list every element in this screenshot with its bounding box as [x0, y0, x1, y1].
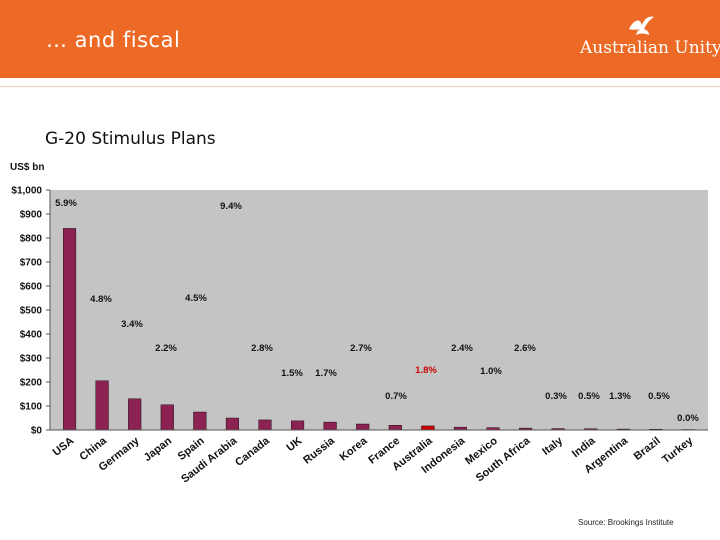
y-tick-label: $900: [20, 210, 43, 221]
pct-of-gdp-label: 0.7%: [385, 391, 407, 402]
y-tick-label: $700: [20, 258, 43, 269]
x-tick-label: Japan: [142, 435, 175, 464]
bar-japan: [160, 404, 174, 431]
y-tick-label: $100: [20, 402, 43, 413]
x-tick-label: Korea: [338, 434, 371, 463]
x-tick-label: Brazil: [632, 435, 663, 463]
bar-russia: [323, 421, 337, 431]
pct-of-gdp-label: 0.3%: [545, 391, 567, 402]
logo-text: Australian Unity: [580, 38, 720, 58]
pct-of-gdp-label: 1.8%: [415, 365, 437, 376]
pct-of-gdp-label: 2.7%: [350, 343, 372, 354]
y-axis-unit-label: US$ bn: [10, 162, 45, 173]
x-tick-label: Russia: [301, 434, 338, 466]
bar-china: [95, 380, 109, 431]
pct-of-gdp-label: 4.5%: [185, 293, 207, 304]
y-tick-label: $300: [20, 354, 43, 365]
header-bar: … and fiscal Australian Unity: [0, 0, 720, 78]
y-tick-label: $0: [31, 426, 43, 437]
bar-france: [388, 424, 402, 431]
x-tick-label: Canada: [233, 434, 272, 468]
dove-icon: [629, 16, 654, 35]
pct-of-gdp-label: 1.7%: [315, 368, 337, 379]
pct-of-gdp-label: 1.5%: [281, 368, 303, 379]
pct-of-gdp-label: 1.3%: [609, 391, 631, 402]
plot-area: [50, 190, 708, 430]
pct-of-gdp-label: 3.4%: [121, 319, 143, 330]
bar-uk: [291, 420, 305, 431]
bar-usa: [62, 228, 77, 431]
bar-germany: [128, 398, 142, 431]
x-tick-label: USA: [51, 435, 77, 459]
y-tick-label: $1,000: [11, 186, 42, 197]
stimulus-bar-chart: $0 $100 $200 $300 $400 $500 $600 $700 $800 $900 $1…: [11, 186, 708, 486]
pct-of-gdp-label: 0.5%: [578, 391, 600, 402]
y-tick-label: $200: [20, 378, 43, 389]
y-tick-label: $600: [20, 282, 43, 293]
pct-of-gdp-label: 2.8%: [251, 343, 273, 354]
x-tick-label: Saudi Arabia: [179, 434, 240, 485]
bar-korea: [356, 423, 370, 431]
pct-of-gdp-label: 2.2%: [155, 343, 177, 354]
x-tick-label: Turkey: [660, 434, 696, 466]
y-tick-label: $400: [20, 330, 43, 341]
pct-of-gdp-label: 9.4%: [220, 201, 242, 212]
bar-saudi-arabia: [225, 417, 239, 431]
bar-australia: [421, 425, 435, 431]
y-tick-label: $800: [20, 234, 43, 245]
x-tick-label: Italy: [540, 434, 565, 458]
logo: Australian Unity: [580, 14, 720, 70]
source-note: Source: Brookings Institute: [578, 518, 674, 527]
bar-canada: [258, 419, 272, 431]
pct-of-gdp-label: 4.8%: [90, 294, 112, 305]
pct-of-gdp-label: 5.9%: [55, 198, 77, 209]
bar-spain: [193, 411, 207, 431]
pct-of-gdp-label: 1.0%: [480, 366, 502, 377]
x-tick-label: UK: [285, 435, 305, 454]
pct-of-gdp-label: 2.6%: [514, 343, 536, 354]
chart-subtitle: G-20 Stimulus Plans: [45, 129, 216, 149]
pct-of-gdp-label: 0.5%: [648, 391, 670, 402]
page-title: … and fiscal: [46, 28, 181, 52]
pct-of-gdp-label: 2.4%: [451, 343, 473, 354]
pct-of-gdp-label: 0.0%: [677, 413, 699, 424]
divider: [0, 86, 720, 87]
y-tick-label: $500: [20, 306, 43, 317]
